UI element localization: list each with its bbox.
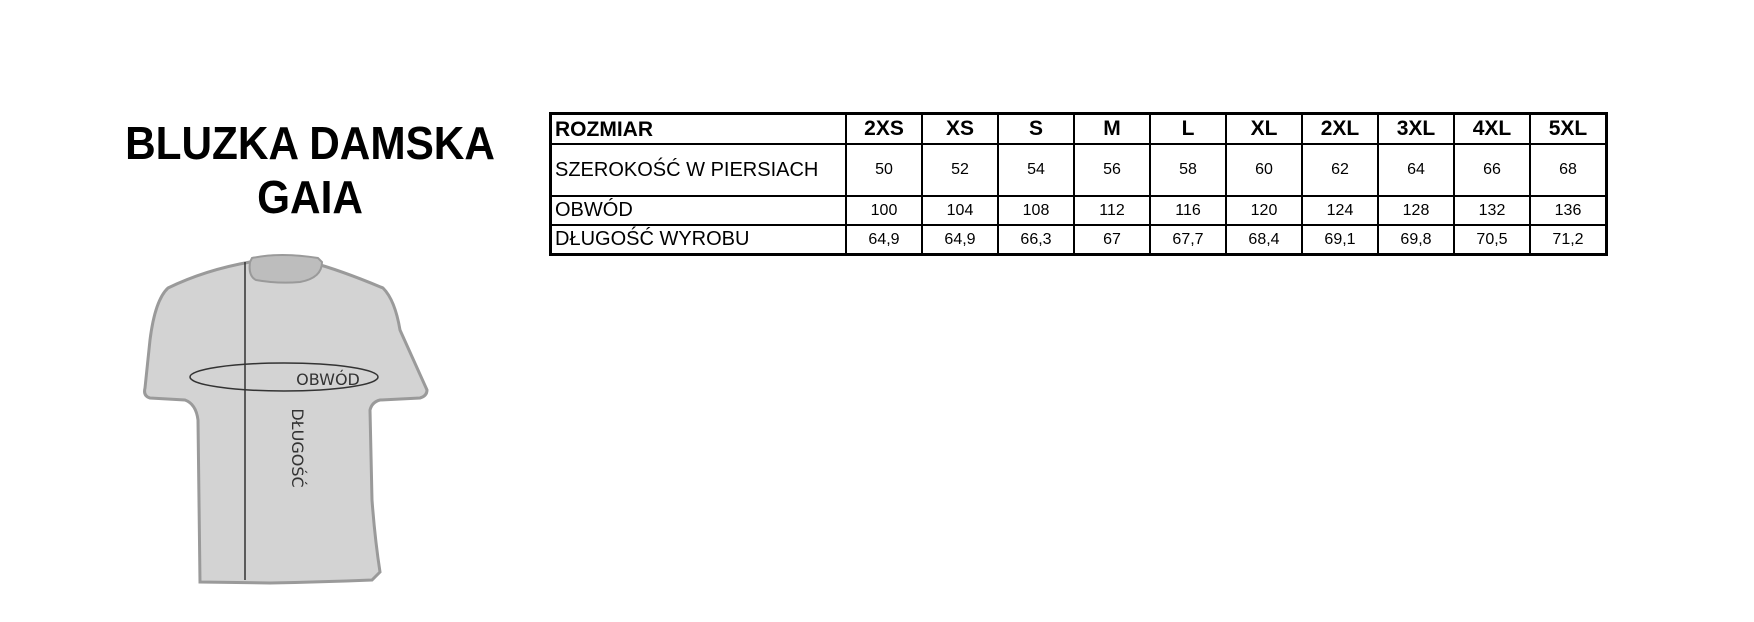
- table-cell: 116: [1149, 195, 1227, 226]
- tshirt-collar: [248, 254, 324, 284]
- table-row: DŁUGOŚĆ WYROBU 64,9 64,9 66,3 67 67,7 68…: [549, 224, 1608, 256]
- tshirt-shape: [143, 256, 429, 585]
- size-header: 4XL: [1453, 112, 1531, 145]
- size-header: 5XL: [1529, 112, 1608, 145]
- row-label: SZEROKOŚĆ W PIERSIACH: [549, 143, 847, 197]
- table-cell: 66: [1453, 143, 1531, 197]
- size-header: XS: [921, 112, 999, 145]
- table-cell: 66,3: [997, 224, 1075, 256]
- table-cell: 69,1: [1301, 224, 1379, 256]
- table-cell: 71,2: [1529, 224, 1608, 256]
- table-cell: 108: [997, 195, 1075, 226]
- row-label: DŁUGOŚĆ WYROBU: [549, 224, 847, 256]
- table-cell: 62: [1301, 143, 1379, 197]
- size-header: 3XL: [1377, 112, 1455, 145]
- table-cell: 64,9: [921, 224, 999, 256]
- table-header-row: ROZMIAR 2XS XS S M L XL 2XL 3XL 4XL 5XL: [549, 112, 1608, 145]
- table-cell: 69,8: [1377, 224, 1455, 256]
- size-header: M: [1073, 112, 1151, 145]
- title-line-1: BLUZKA DAMSKA: [125, 117, 495, 169]
- table-cell: 64: [1377, 143, 1455, 197]
- size-header: 2XL: [1301, 112, 1379, 145]
- table-cell: 64,9: [845, 224, 923, 256]
- row-label: OBWÓD: [549, 195, 847, 226]
- table-cell: 50: [845, 143, 923, 197]
- table-cell: 67: [1073, 224, 1151, 256]
- table-cell: 56: [1073, 143, 1151, 197]
- table-cell: 124: [1301, 195, 1379, 226]
- table-cell: 68,4: [1225, 224, 1303, 256]
- table-cell: 120: [1225, 195, 1303, 226]
- table-cell: 104: [921, 195, 999, 226]
- table-cell: 58: [1149, 143, 1227, 197]
- table-row: OBWÓD 100 104 108 112 116 120 124 128 13…: [549, 195, 1608, 226]
- table-cell: 136: [1529, 195, 1608, 226]
- table-cell: 70,5: [1453, 224, 1531, 256]
- table-row: SZEROKOŚĆ W PIERSIACH 50 52 54 56 58 60 …: [549, 143, 1608, 197]
- table-cell: 68: [1529, 143, 1608, 197]
- table-cell: 100: [845, 195, 923, 226]
- table-cell: 128: [1377, 195, 1455, 226]
- table-cell: 60: [1225, 143, 1303, 197]
- table-cell: 112: [1073, 195, 1151, 226]
- size-table: ROZMIAR 2XS XS S M L XL 2XL 3XL 4XL 5XL …: [549, 112, 1608, 256]
- size-header: XL: [1225, 112, 1303, 145]
- size-header: 2XS: [845, 112, 923, 145]
- table-cell: 67,7: [1149, 224, 1227, 256]
- length-label: DŁUGOŚĆ: [288, 408, 307, 487]
- table-cell: 54: [997, 143, 1075, 197]
- header-label: ROZMIAR: [549, 112, 847, 145]
- title-line-2: GAIA: [257, 171, 363, 223]
- girth-label: OBWÓD: [296, 370, 360, 389]
- table-cell: 132: [1453, 195, 1531, 226]
- size-header: L: [1149, 112, 1227, 145]
- product-title: BLUZKA DAMSKA GAIA: [117, 116, 503, 224]
- table-cell: 52: [921, 143, 999, 197]
- size-header: S: [997, 112, 1075, 145]
- girth-measure-ellipse: [189, 362, 379, 392]
